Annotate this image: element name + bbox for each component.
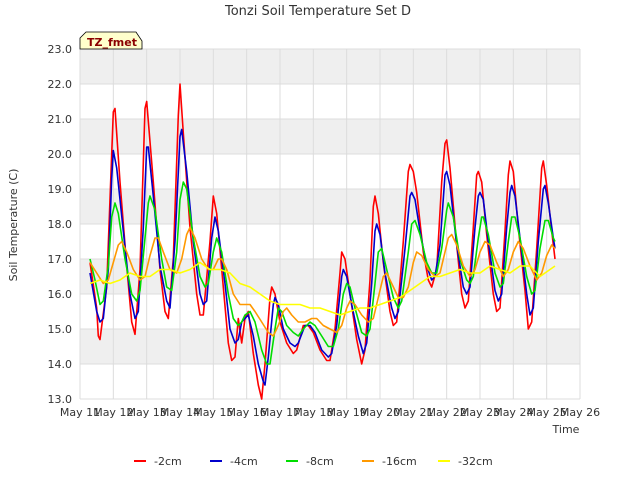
y-tick-label: 20.0	[48, 148, 73, 161]
series-line-minus-16cm	[89, 226, 556, 337]
x-tick-label: May 12	[93, 406, 133, 419]
x-tick-label: May 24	[493, 406, 533, 419]
y-tick-label: 15.0	[48, 323, 73, 336]
legend-label: -32cm	[458, 455, 493, 468]
legend-label: -2cm	[154, 455, 182, 468]
x-tick-label: May 11	[60, 406, 100, 419]
legend: -2cm -4cm -8cm -16cm -32cm	[134, 455, 493, 468]
chart-title: Tonzi Soil Temperature Set D	[224, 4, 411, 19]
legend-item: -2cm	[134, 455, 182, 468]
x-tick-label: May 20	[360, 406, 400, 419]
x-tick-label: May 23	[460, 406, 500, 419]
y-tick-label: 17.0	[48, 253, 73, 266]
legend-item: -8cm	[286, 455, 334, 468]
series-lines	[89, 83, 556, 400]
x-tick-label: May 16	[227, 406, 267, 419]
x-tick-label: May 18	[293, 406, 333, 419]
series-line-minus-32cm	[89, 261, 556, 316]
site-badge-box	[79, 31, 143, 50]
x-tick-label: May 17	[260, 406, 300, 419]
x-tick-label: May 22	[427, 406, 467, 419]
x-axis-label: Time	[552, 423, 580, 436]
site-badge: TZ_fmet	[79, 31, 143, 50]
x-tick-label: May 14	[160, 406, 200, 419]
y-axis-label: Soil Temperature (C)	[7, 169, 20, 282]
site-badge-label: TZ_fmet	[87, 36, 137, 49]
x-tick-label: May 21	[393, 406, 433, 419]
x-tick-label: May 13	[127, 406, 167, 419]
y-tick-label: 22.0	[48, 78, 73, 91]
series-line-minus-4cm	[89, 128, 556, 386]
grid-band	[80, 49, 580, 84]
y-tick-label: 16.0	[48, 288, 73, 301]
y-axis-ticks: 13.0 14.0 15.0 16.0 17.0 18.0 19.0 20.0 21.0 22.0…	[48, 43, 73, 406]
x-tick-label: May 15	[193, 406, 233, 419]
legend-label: -4cm	[230, 455, 258, 468]
x-tick-label: May 19	[327, 406, 367, 419]
series-line-minus-8cm	[89, 181, 556, 365]
grid-band	[80, 189, 580, 224]
legend-item: -16cm	[362, 455, 417, 468]
y-tick-label: 18.0	[48, 218, 73, 231]
y-tick-label: 21.0	[48, 113, 73, 126]
gridline-bands	[80, 49, 580, 364]
legend-item: -4cm	[210, 455, 258, 468]
x-tick-label: May 26	[560, 406, 600, 419]
legend-label: -8cm	[306, 455, 334, 468]
legend-item: -32cm	[438, 455, 493, 468]
y-tick-label: 23.0	[48, 43, 73, 56]
y-tick-label: 19.0	[48, 183, 73, 196]
legend-label: -16cm	[382, 455, 417, 468]
y-tick-label: 14.0	[48, 358, 73, 371]
x-tick-label: May 25	[527, 406, 567, 419]
y-tick-label: 13.0	[48, 393, 73, 406]
grid-band	[80, 119, 580, 154]
